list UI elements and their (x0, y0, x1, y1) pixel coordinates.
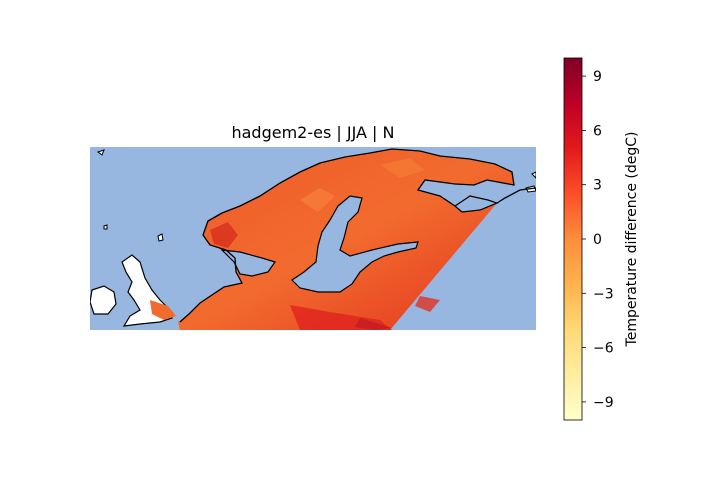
colorbar-tick-label: 3 (593, 178, 602, 194)
colorbar-tick-label: −9 (593, 395, 614, 411)
coastline (179, 148, 536, 323)
warm-patches (210, 158, 440, 330)
colorbar-tick-label: 6 (593, 123, 602, 139)
islands (96, 149, 536, 242)
colorbar-tick-label: −6 (593, 341, 614, 357)
map-axes (90, 147, 536, 330)
colorbar-label: Temperature difference (degC) (624, 132, 640, 348)
colorbar-gradient (563, 57, 583, 421)
ireland (90, 285, 117, 315)
colorbar-tick-label: 0 (593, 232, 602, 248)
england-se-fill (150, 300, 176, 320)
baltic-sea (291, 195, 419, 293)
colorbar-tick-label: 9 (593, 69, 602, 85)
map-title: hadgem2-es | JJA | N (231, 123, 394, 142)
colorbar-ticks: 9 6 3 0 −3 −6 −9 (582, 69, 614, 411)
colorbar: 9 6 3 0 −3 −6 −9 Temperature difference (degC) (563, 57, 640, 421)
colorbar-tick-label: −3 (593, 286, 614, 302)
temperature-field (178, 149, 514, 330)
